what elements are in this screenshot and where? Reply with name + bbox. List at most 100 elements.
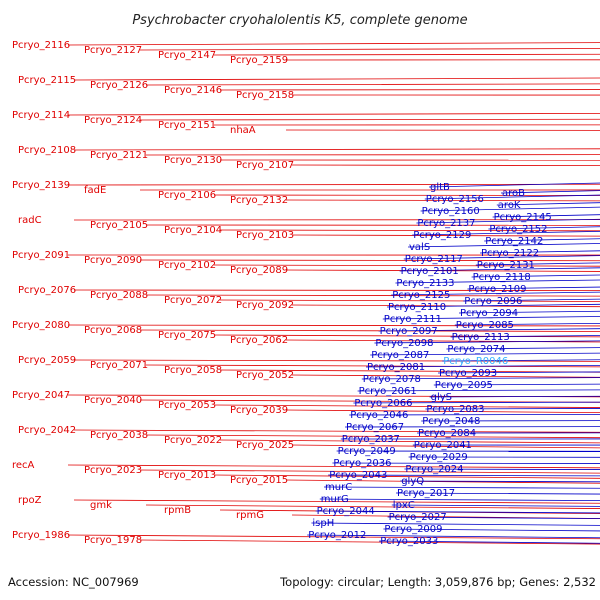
right-gene-label: Pcryo_2087 [371,350,429,361]
right-gene-label: Pcryo_2142 [485,236,543,247]
left-gene-label: recA [12,460,35,471]
right-gene-label: Pcryo_2046 [350,410,408,421]
left-connector-line [67,464,600,469]
right-gene-label: ispH [312,518,334,529]
left-gene-label: nhaA [230,125,256,136]
left-connector-line [67,183,600,186]
left-connector-line [285,129,600,131]
right-gene-label: Pcryo_2061 [359,386,417,397]
left-connector-line [73,429,600,433]
right-gene-label: Pcryo_2145 [494,212,552,223]
left-gene-label: Pcryo_2130 [164,155,222,166]
left-gene-label: Pcryo_2053 [158,400,216,411]
left-gene-label: Pcryo_2025 [236,440,294,451]
right-gene-label: Pcryo_2095 [435,380,493,391]
left-connector-line [291,94,600,96]
right-gene-label: murC [325,482,352,493]
right-gene-label: Pcryo_2083 [426,404,484,415]
left-gene-label: Pcryo_2126 [90,80,148,91]
left-gene-label: Pcryo_2116 [12,40,70,51]
left-gene-label: Pcryo_2080 [12,320,70,331]
left-gene-label: Pcryo_2158 [236,90,294,101]
left-gene-label: rpmB [164,505,191,516]
left-gene-label: Pcryo_2091 [12,250,70,261]
left-gene-label: radC [18,215,42,226]
left-gene-label: Pcryo_2147 [158,50,216,61]
left-gene-label: Pcryo_2115 [18,75,76,86]
right-gene-label: Pcryo_2066 [354,398,412,409]
right-gene-label: Pcryo_2156 [426,194,484,205]
left-connector-line [67,42,600,46]
right-gene-label: Pcryo_2113 [452,332,510,343]
left-gene-label: Pcryo_2015 [230,475,288,486]
left-gene-label: Pcryo_2092 [236,300,294,311]
right-gene-label: Pcryo_2093 [439,368,497,379]
right-gene-label: Pcryo_2067 [346,422,404,433]
right-gene-label: Pcryo_2125 [392,290,450,301]
left-gene-label: Pcryo_1978 [84,535,142,546]
left-gene-label: rpoZ [18,495,42,506]
left-gene-label: Pcryo_2146 [164,85,222,96]
left-gene-label: gmk [90,500,112,511]
left-gene-label: Pcryo_2058 [164,365,222,376]
left-gene-label: Pcryo_2103 [236,230,294,241]
right-gene-label: Pcryo_2033 [380,536,438,547]
left-gene-label: Pcryo_2071 [90,360,148,371]
right-gene-label: gltB [430,182,450,193]
right-gene-label: glyS [431,392,452,403]
right-gene-label: Pcryo_R0046 [443,356,508,367]
left-gene-label: Pcryo_2075 [158,330,216,341]
right-gene-label: Pcryo_2084 [418,428,476,439]
right-gene-label: Pcryo_2048 [422,416,480,427]
right-gene-label: Pcryo_2049 [338,446,396,457]
left-gene-label: Pcryo_2127 [84,45,142,56]
left-connector-line [213,124,600,126]
right-gene-label: valS [409,242,430,253]
left-gene-label: Pcryo_2105 [90,220,148,231]
left-gene-label: Pcryo_2104 [164,225,222,236]
left-gene-label: Pcryo_2124 [84,115,142,126]
left-gene-label: Pcryo_2013 [158,470,216,481]
left-gene-label: Pcryo_2108 [18,145,76,156]
left-gene-label: Pcryo_2022 [164,435,222,446]
right-gene-label: Pcryo_2085 [456,320,514,331]
left-gene-label: Pcryo_2047 [12,390,70,401]
right-gene-label: Pcryo_2012 [308,530,366,541]
right-gene-label: Pcryo_2074 [447,344,505,355]
right-gene-label: glyQ [401,476,424,487]
right-gene-label: Pcryo_2036 [333,458,391,469]
left-connector-line [285,59,600,61]
right-gene-label: Pcryo_2097 [380,326,438,337]
left-connector-line [67,324,600,327]
left-gene-label: Pcryo_2107 [236,160,294,171]
left-gene-label: Pcryo_2106 [158,190,216,201]
left-gene-label: Pcryo_2023 [84,465,142,476]
right-gene-label: Pcryo_2110 [388,302,446,313]
right-gene-label: Pcryo_2027 [389,512,447,523]
right-gene-label: lpxC [393,500,415,511]
right-gene-label: Pcryo_2160 [422,206,480,217]
right-gene-label: Pcryo_2098 [375,338,433,349]
right-gene-label: Pcryo_2041 [414,440,472,451]
right-gene-label: Pcryo_2117 [405,254,463,265]
left-gene-label: Pcryo_2139 [12,180,70,191]
right-gene-label: Pcryo_2118 [473,272,531,283]
right-gene-label: Pcryo_2131 [477,260,535,271]
right-gene-label: Pcryo_2122 [481,248,539,259]
right-gene-label: Pcryo_2137 [417,218,475,229]
left-gene-label: Pcryo_2038 [90,430,148,441]
right-gene-label: aroB [502,188,525,199]
right-gene-label: Pcryo_2044 [317,506,375,517]
right-gene-label: Pcryo_2111 [384,314,442,325]
right-gene-label: Pcryo_2101 [401,266,459,277]
left-gene-label: Pcryo_2076 [18,285,76,296]
left-connector-line [67,534,600,540]
left-gene-label: Pcryo_2042 [18,425,76,436]
left-gene-label: Pcryo_2059 [18,355,76,366]
left-gene-label: Pcryo_2088 [90,290,148,301]
left-gene-label: Pcryo_2090 [84,255,142,266]
right-gene-label: Pcryo_2152 [489,224,547,235]
left-connector-line [291,164,600,167]
left-gene-label: Pcryo_2072 [164,295,222,306]
